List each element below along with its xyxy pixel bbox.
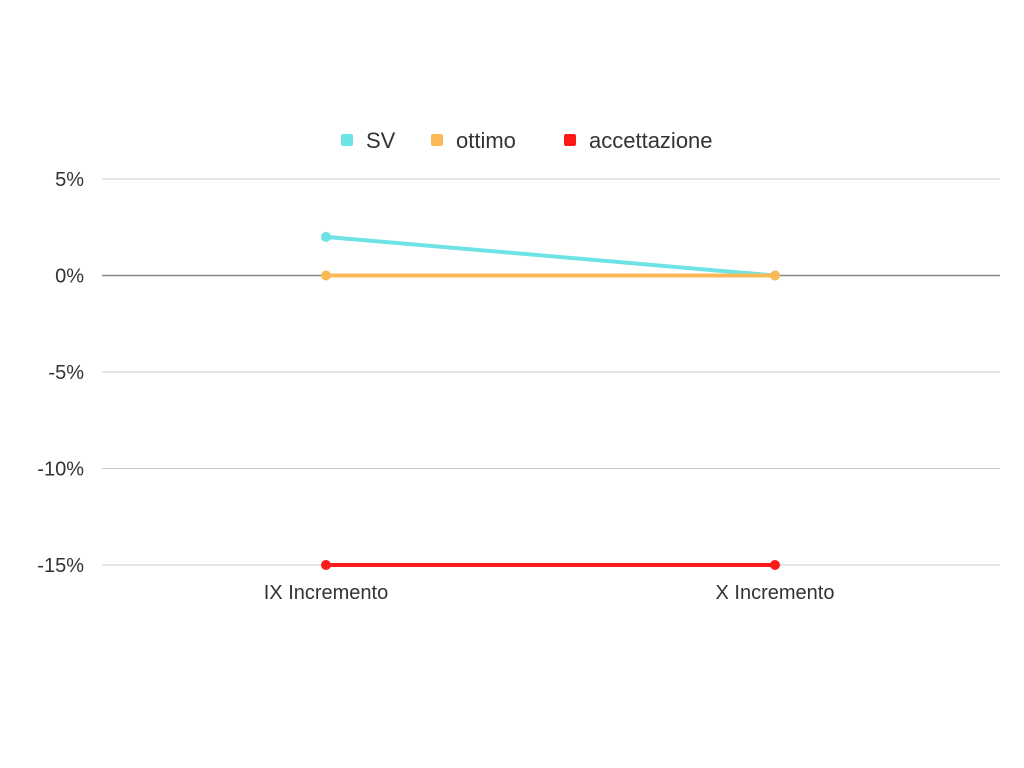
y-tick-label: 5%: [55, 169, 84, 191]
legend-marker-accettazione: [564, 134, 576, 146]
x-tick-label: X Incremento: [716, 582, 835, 604]
legend-marker-SV: [341, 134, 353, 146]
legend-label-ottimo: ottimo: [456, 128, 516, 153]
legend-label-accettazione: accettazione: [589, 128, 713, 153]
data-point-SV: [321, 231, 331, 242]
data-point-accettazione: [770, 560, 780, 570]
series-line-SV: [324, 234, 777, 278]
legend-label-SV: SV: [366, 128, 396, 153]
data-point-accettazione: [321, 560, 331, 570]
y-tick-label: -10%: [37, 459, 84, 481]
y-tick-label: -5%: [48, 362, 84, 384]
data-point-ottimo: [770, 270, 780, 281]
y-tick-label: 0%: [55, 266, 84, 288]
data-point-ottimo: [321, 270, 331, 281]
y-tick-label: -15%: [37, 555, 84, 577]
legend-marker-ottimo: [431, 134, 443, 146]
x-tick-label: IX Incremento: [264, 582, 389, 604]
